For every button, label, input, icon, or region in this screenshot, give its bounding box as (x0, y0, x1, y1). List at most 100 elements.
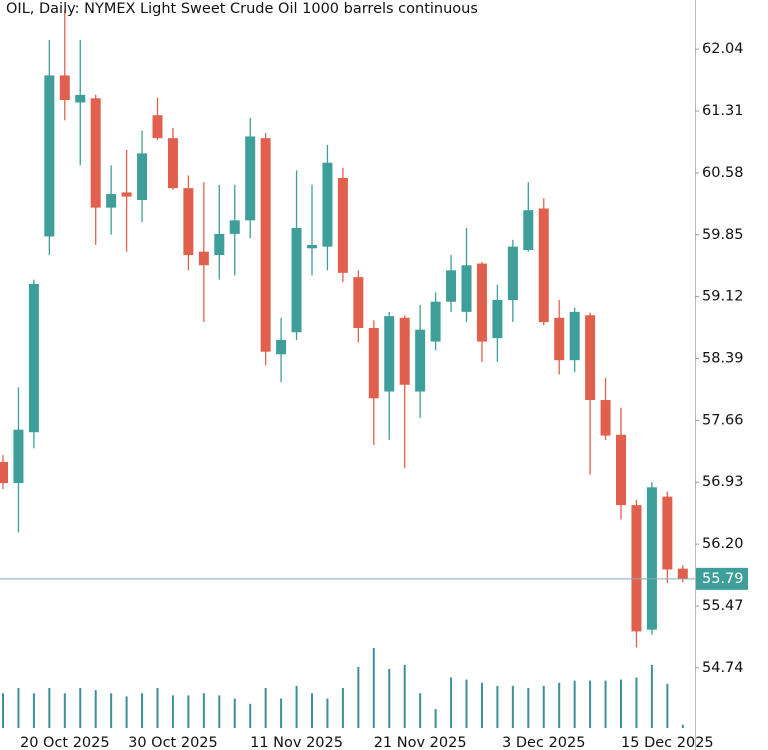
volume-bar (635, 677, 638, 728)
volume-bar (79, 688, 82, 728)
candle-body (538, 208, 549, 323)
candle-body (569, 311, 580, 361)
y-tick-label: 56.93 (702, 474, 744, 490)
candle-body (399, 317, 410, 385)
x-tick-label: 11 Nov 2025 (250, 735, 343, 750)
candle-body (554, 317, 565, 361)
x-tick-label: 3 Dec 2025 (502, 735, 585, 750)
candle-body (137, 153, 148, 201)
y-tick-label: 61.31 (702, 103, 744, 119)
candle-body (677, 568, 688, 579)
y-tick-label: 62.04 (702, 41, 744, 57)
volume-bar (496, 685, 499, 728)
volume-bar (604, 680, 607, 728)
y-tick-label: 57.66 (702, 412, 744, 428)
volume-bar (233, 698, 236, 728)
candle-body (307, 244, 317, 249)
volume-bar (480, 682, 483, 728)
candle-body (121, 192, 132, 197)
candle-body (276, 339, 287, 355)
candle-body (646, 487, 657, 630)
volume-bar (341, 688, 344, 728)
y-tick-label: 54.74 (702, 660, 744, 676)
volume-bar (573, 680, 576, 728)
candle-body (90, 98, 101, 208)
volume-bar (527, 688, 530, 728)
volume-bar (280, 698, 283, 728)
volume-bar (187, 695, 190, 728)
candle-body (152, 115, 163, 139)
last-price-box (696, 567, 748, 590)
volume-bar (465, 679, 468, 728)
candle-body (167, 138, 178, 189)
volume-bar (372, 648, 375, 728)
candle-body (430, 301, 441, 342)
volume-bar (48, 688, 51, 728)
candle-body (337, 177, 348, 273)
x-tick-label: 21 Nov 2025 (374, 735, 467, 750)
y-tick-label: 58.39 (702, 350, 744, 366)
volume-bar (326, 698, 329, 728)
candle-body (0, 461, 8, 484)
volume-bar (403, 664, 406, 728)
volume-bar (218, 695, 221, 728)
volume-bar (357, 666, 360, 728)
volume-bar (171, 695, 174, 728)
volume-bar (141, 693, 144, 728)
candle-body (322, 162, 333, 247)
volume-bar (666, 683, 669, 728)
volume-bar (202, 693, 205, 728)
candle-body (198, 251, 209, 266)
candle-body (492, 300, 503, 339)
volume-bar (419, 693, 422, 728)
volume-bar (511, 685, 514, 728)
candle-body (353, 277, 364, 328)
volume-bar (558, 682, 561, 728)
y-tick-label: 59.85 (702, 227, 744, 243)
volume-bar (650, 664, 653, 728)
candle-body (384, 316, 395, 392)
last-price-label: 55.79 (702, 571, 744, 587)
volume-bar (620, 679, 622, 728)
candle-body (59, 75, 70, 101)
candle-body (245, 136, 256, 221)
volume-bar (94, 690, 97, 728)
y-tick-label: 55.47 (702, 598, 744, 614)
volume-bar (32, 693, 35, 728)
candle-body (214, 233, 225, 256)
volume-bar (63, 693, 66, 728)
candle-body (631, 505, 642, 632)
candle-body (523, 210, 534, 251)
volume-bar (125, 696, 128, 728)
volume-bar (589, 680, 592, 728)
volume-bar (450, 677, 453, 728)
candle-body (229, 220, 240, 234)
volume-bar (264, 688, 267, 728)
volume-bar (388, 669, 391, 728)
x-tick-label: 20 Oct 2025 (20, 735, 110, 750)
candle-body (507, 246, 518, 301)
candle-body (446, 270, 457, 302)
candle-body (28, 283, 39, 433)
candle-body (662, 496, 673, 570)
volume-bar (434, 709, 437, 728)
volume-bar (681, 724, 684, 728)
candle-body (44, 75, 55, 237)
volume-bar (156, 688, 159, 728)
candle-body (368, 327, 379, 399)
candle-body (260, 138, 271, 352)
volume-bar (249, 703, 252, 728)
candle-body (461, 265, 472, 312)
plot-area: 62.04 61.31 60.58 59.85 59.12 58.39 57.66 56.93… (0, 10, 744, 728)
x-tick-label: 15 Dec 2025 (621, 735, 714, 750)
y-tick-label: 60.58 (702, 165, 744, 181)
candle-body (106, 194, 117, 208)
candle-body (600, 400, 611, 436)
candle-body (585, 315, 596, 401)
x-tick-label: 30 Oct 2025 (128, 735, 218, 750)
volume-bar (2, 693, 4, 728)
y-tick-label: 59.12 (702, 289, 744, 305)
volume-bar (311, 693, 313, 728)
